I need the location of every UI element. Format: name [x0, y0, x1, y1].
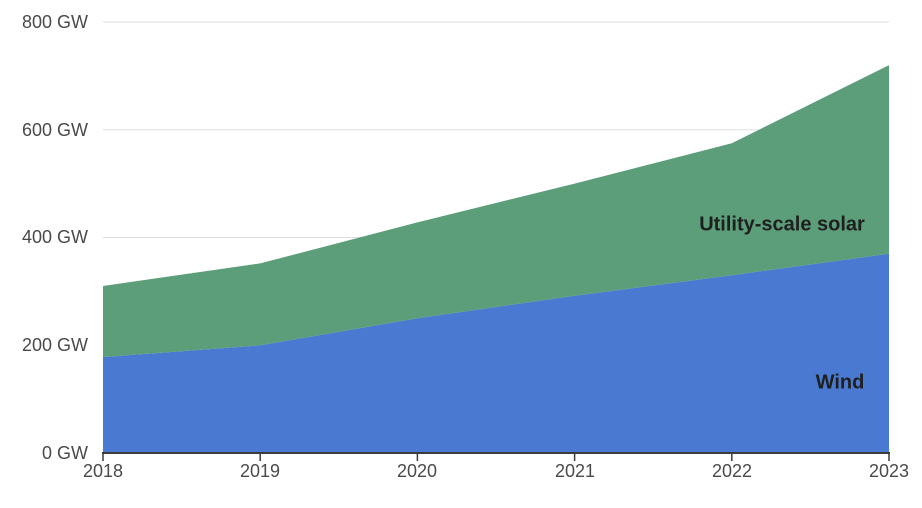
y-tick-label: 800 GW — [21, 12, 88, 32]
x-tick-label: 2018 — [82, 461, 124, 481]
series-label-utility-scale-solar: Utility-scale solar — [699, 213, 865, 236]
x-tick-label: 2019 — [239, 461, 281, 481]
x-tick-label: 2022 — [711, 461, 753, 481]
area-utility-scale-solar — [103, 65, 889, 358]
y-tick-label: 200 GW — [21, 335, 88, 355]
y-tick-label: 600 GW — [21, 120, 88, 140]
y-tick-label: 0 GW — [41, 443, 88, 463]
x-tick-label: 2021 — [554, 461, 596, 481]
y-tick-label: 400 GW — [21, 227, 88, 247]
x-tick-label: 2020 — [396, 461, 438, 481]
series-label-wind: Wind — [815, 371, 865, 394]
area-wind — [103, 253, 889, 453]
x-tick-label: 2023 — [868, 461, 910, 481]
